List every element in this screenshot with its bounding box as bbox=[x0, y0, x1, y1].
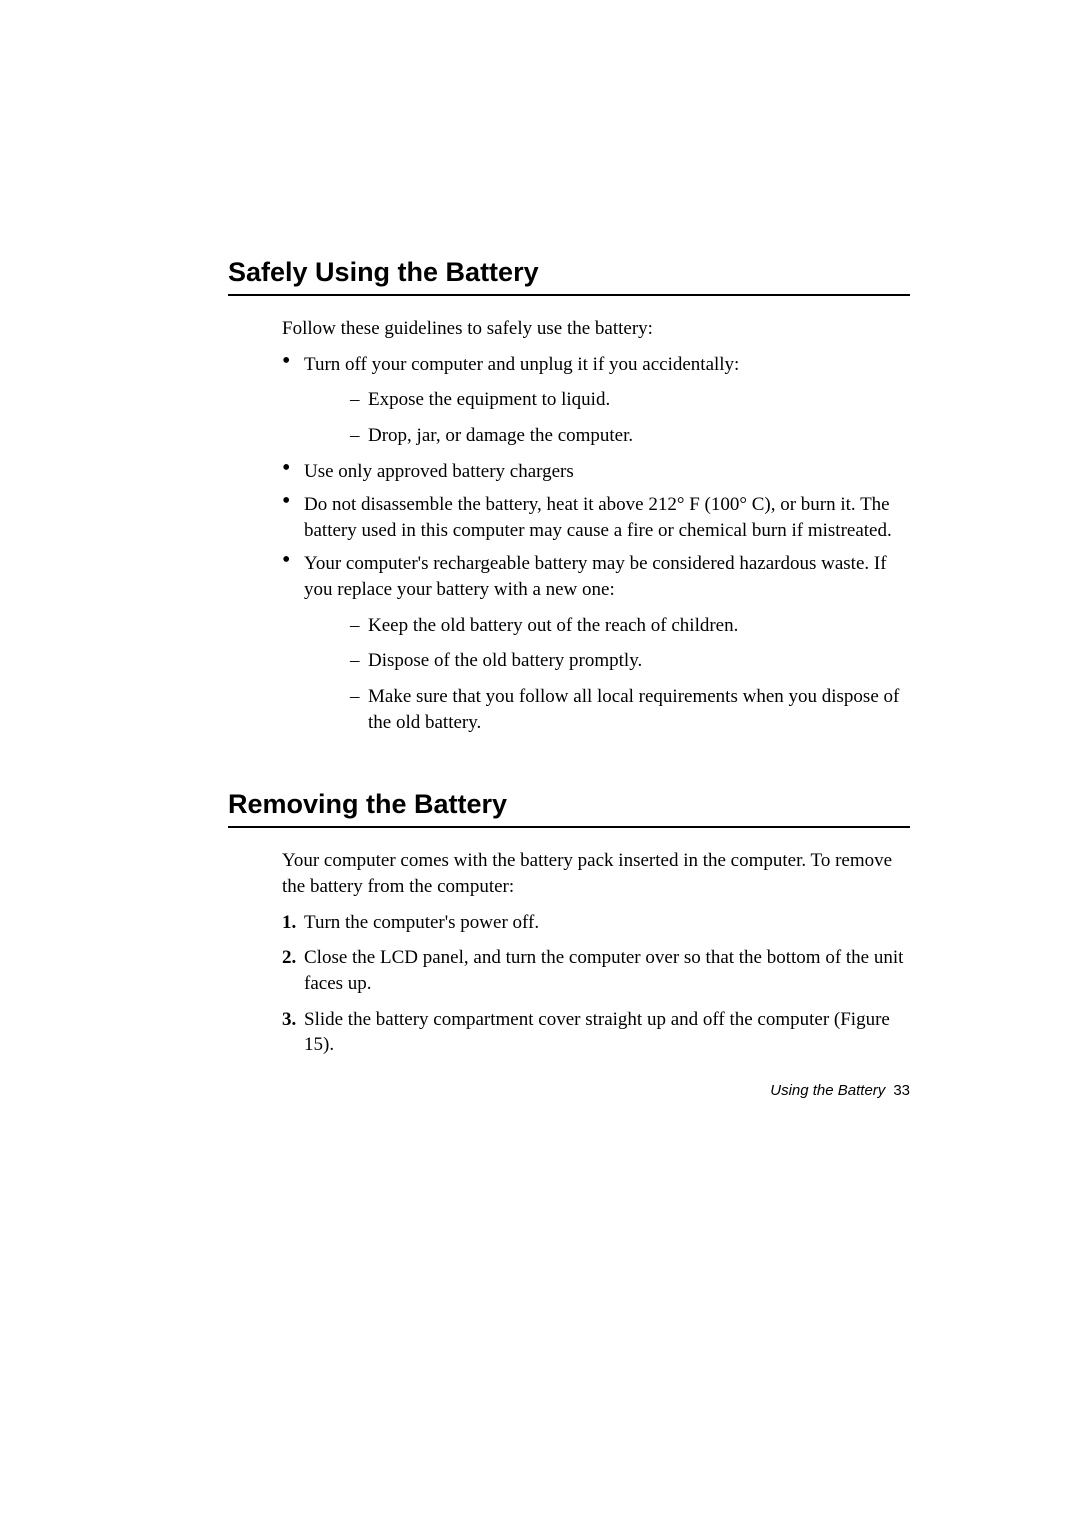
bullet-text: Turn off your computer and unplug it if … bbox=[304, 354, 739, 375]
page-content: Safely Using the Battery Follow these gu… bbox=[0, 0, 1080, 1058]
section-heading-removing: Removing the Battery bbox=[228, 789, 910, 828]
bullet-list: Turn off your computer and unplug it if … bbox=[282, 352, 910, 736]
section-gap bbox=[228, 745, 910, 789]
section-heading-safely: Safely Using the Battery bbox=[228, 257, 910, 296]
bullet-item: Your computer's rechargeable battery may… bbox=[282, 551, 910, 735]
bullet-text: Use only approved battery chargers bbox=[304, 461, 574, 482]
intro-paragraph: Your computer comes with the battery pac… bbox=[282, 848, 910, 899]
bullet-item: Use only approved battery chargers bbox=[282, 459, 910, 485]
footer-page-number: 33 bbox=[893, 1082, 910, 1099]
bullet-text: Your computer's rechargeable battery may… bbox=[304, 553, 887, 600]
dash-item: Make sure that you follow all local requ… bbox=[350, 684, 910, 735]
dash-item: Expose the equipment to liquid. bbox=[350, 387, 910, 413]
section-body-safely: Follow these guidelines to safely use th… bbox=[282, 316, 910, 735]
numbered-item: Slide the battery compartment cover stra… bbox=[282, 1007, 910, 1058]
footer-label: Using the Battery bbox=[770, 1082, 885, 1099]
numbered-item: Close the LCD panel, and turn the comput… bbox=[282, 945, 910, 996]
numbered-item: Turn the computer's power off. bbox=[282, 910, 910, 936]
intro-paragraph: Follow these guidelines to safely use th… bbox=[282, 316, 910, 342]
dash-list: Keep the old battery out of the reach of… bbox=[350, 613, 910, 736]
section-body-removing: Your computer comes with the battery pac… bbox=[282, 848, 910, 1057]
bullet-item: Turn off your computer and unplug it if … bbox=[282, 352, 910, 449]
numbered-list: Turn the computer's power off. Close the… bbox=[282, 910, 910, 1058]
dash-item: Keep the old battery out of the reach of… bbox=[350, 613, 910, 639]
dash-item: Drop, jar, or damage the computer. bbox=[350, 423, 910, 449]
bullet-text: Do not disassemble the battery, heat it … bbox=[304, 494, 892, 541]
dash-item: Dispose of the old battery promptly. bbox=[350, 648, 910, 674]
dash-list: Expose the equipment to liquid. Drop, ja… bbox=[350, 387, 910, 448]
bullet-item: Do not disassemble the battery, heat it … bbox=[282, 492, 910, 543]
page-footer: Using the Battery 33 bbox=[770, 1082, 910, 1099]
